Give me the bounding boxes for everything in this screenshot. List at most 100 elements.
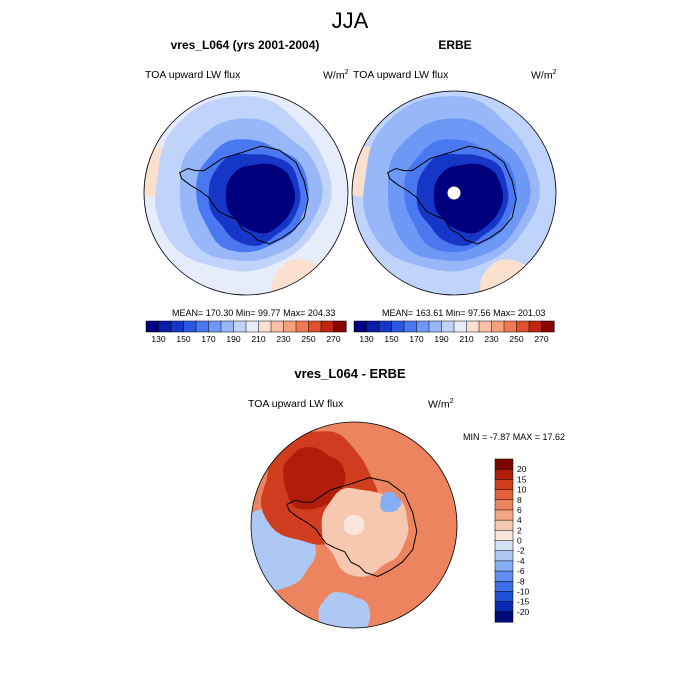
panel-title-model: vres_L064 (yrs 2001-2004) <box>170 38 320 52</box>
variable-label-obs: TOA upward LW flux <box>353 69 449 81</box>
colorbar-swatch <box>541 320 555 333</box>
colorbar-tick-label: 230 <box>484 334 498 344</box>
field-south-outer <box>318 592 371 628</box>
colorbar-tick-label: 6 <box>517 505 522 515</box>
units-label-obs: W/m2 <box>531 69 557 82</box>
colorbar-swatch <box>441 320 455 333</box>
colorbar-swatch <box>170 320 185 333</box>
colorbar-swatch <box>366 320 380 333</box>
colorbar-swatch <box>245 320 260 333</box>
colorbar-swatch <box>158 320 172 333</box>
panel-title-obs: ERBE <box>438 38 472 52</box>
colorbar-swatch <box>528 320 543 333</box>
colorbar-tick-label: 130 <box>359 334 373 344</box>
colorbar-0: 130 150 170 190 210 230 250 270 <box>145 320 347 344</box>
colorbar-1: 130 150 170 190 210 230 250 270 <box>353 320 555 344</box>
colorbar-tick-label: -20 <box>517 607 530 617</box>
colorbar-swatch <box>378 320 393 333</box>
colorbar-tick-label: 150 <box>384 334 398 344</box>
map-panel-2 <box>250 421 458 629</box>
colorbar-swatch <box>183 320 197 333</box>
colorbar-swatch <box>494 601 514 613</box>
colorbar-swatch <box>494 560 514 572</box>
colorbar-tick-label: 0 <box>517 536 522 546</box>
colorbar-swatch <box>270 320 285 333</box>
colorbar-tick-label: 130 <box>151 334 165 344</box>
colorbar-tick-label: 8 <box>517 495 522 505</box>
colorbar-swatch <box>494 519 514 531</box>
colorbar-tick-label: 210 <box>251 334 265 344</box>
colorbar-swatch <box>453 320 468 333</box>
colorbar-swatch <box>494 509 514 521</box>
map-panel-1 <box>351 90 557 296</box>
units-label-model: W/m2 <box>323 69 349 82</box>
map-border <box>250 421 458 629</box>
colorbar-swatch <box>491 320 505 333</box>
colorbar-tick-label: 170 <box>201 334 215 344</box>
colorbar-swatch <box>233 320 247 333</box>
colorbar-swatch <box>145 320 160 333</box>
colorbar-tick-label: -8 <box>517 576 525 586</box>
colorbar-swatch <box>258 320 272 333</box>
colorbar-swatch <box>220 320 235 333</box>
colorbar-tick-label: -15 <box>517 597 530 607</box>
colorbar-swatch <box>494 530 514 542</box>
colorbar-tick-label: 15 <box>517 474 527 484</box>
colorbar-swatch <box>391 320 405 333</box>
colorbar-swatch <box>494 570 514 582</box>
colorbar-tick-label: 20 <box>517 464 527 474</box>
colorbar-swatch <box>333 320 347 333</box>
field-warm-edge-south <box>272 259 334 295</box>
colorbar-tick-label: -2 <box>517 546 525 556</box>
colorbar-tick-label: 4 <box>517 515 522 525</box>
map-panel-0 <box>143 90 349 296</box>
colorbar-tick-label: 270 <box>534 334 548 344</box>
colorbar-tick-label: 150 <box>176 334 190 344</box>
colorbar-swatch <box>478 320 493 333</box>
field-plateau <box>225 163 296 234</box>
colorbar-swatch <box>494 458 514 470</box>
colorbar-swatch <box>494 581 514 592</box>
colorbar-tick-label: -10 <box>517 586 530 596</box>
colorbar-swatch <box>428 320 443 333</box>
colorbar-swatch <box>503 320 518 333</box>
colorbar-swatch <box>295 320 310 333</box>
colorbar-tick-label: 2 <box>517 525 522 535</box>
stats-diff: MIN = -7.87 MAX = 17.62 <box>463 432 566 442</box>
colorbar-tick-label: -4 <box>517 556 525 566</box>
stats-model: MEAN= 170.30 Min= 99.77 Max= 204.33 <box>172 308 336 318</box>
colorbar-swatch <box>494 489 514 501</box>
field-near-pole <box>343 514 365 536</box>
antarctica-coastline <box>387 145 517 245</box>
colorbar-swatch <box>516 320 530 333</box>
map-border <box>143 90 349 296</box>
variable-label-diff: TOA upward LW flux <box>248 398 344 410</box>
antarctica-coastline <box>179 145 309 245</box>
field-plateau <box>433 163 504 234</box>
colorbar-swatch <box>466 320 480 333</box>
variable-label-model: TOA upward LW flux <box>145 69 241 81</box>
colorbar-swatch <box>494 499 514 511</box>
field-amundsen-ross <box>283 447 346 510</box>
stats-obs: MEAN= 163.61 Min= 97.56 Max= 201.03 <box>382 308 546 318</box>
colorbar-swatch <box>195 320 210 333</box>
units-label-diff: W/m2 <box>428 398 454 411</box>
colorbar-swatch <box>494 550 514 562</box>
colorbar-swatch <box>494 468 514 480</box>
colorbar-swatch <box>208 320 222 333</box>
colorbar-tick-label: 10 <box>517 485 527 495</box>
colorbar-swatch <box>283 320 297 333</box>
colorbar-swatch <box>494 611 514 623</box>
colorbar-tick-label: 230 <box>276 334 290 344</box>
colorbar-tick-label: 210 <box>459 334 473 344</box>
colorbar-swatch <box>416 320 430 333</box>
colorbar-tick-label: 170 <box>409 334 423 344</box>
field-warm-edge-south <box>480 259 542 295</box>
colorbar-tick-label: 250 <box>509 334 523 344</box>
colorbar-swatch <box>494 591 514 603</box>
figure-title: JJA <box>331 8 369 33</box>
colorbar-tick-label: -6 <box>517 566 525 576</box>
colorbar-tick-label: 270 <box>326 334 340 344</box>
